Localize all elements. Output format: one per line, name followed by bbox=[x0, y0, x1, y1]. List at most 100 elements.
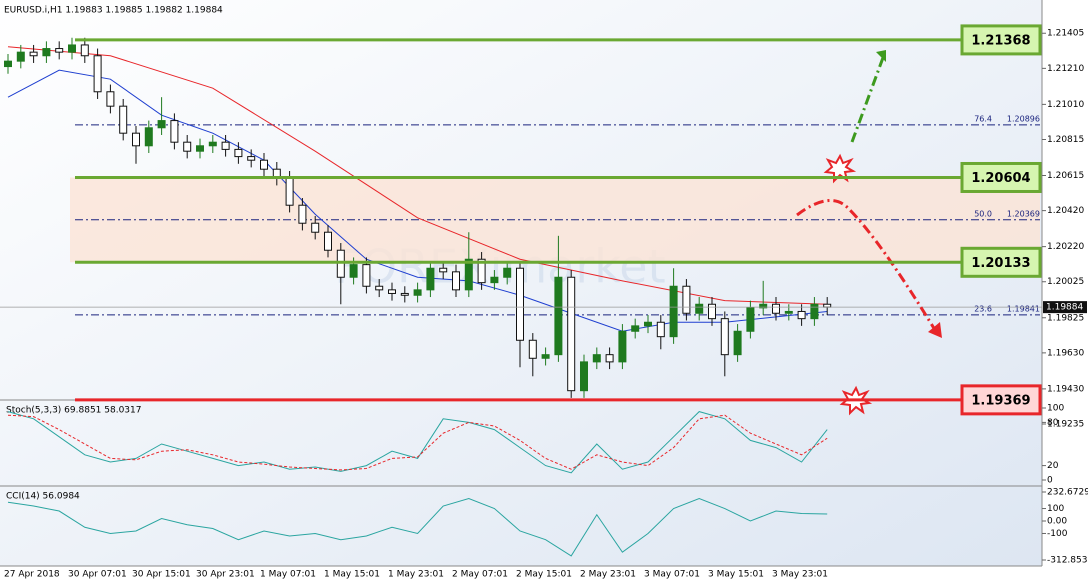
x-tick-label: 1 May 07:01 bbox=[260, 570, 316, 580]
candle-body bbox=[260, 159, 268, 170]
candle-body bbox=[400, 292, 409, 296]
fib-name: 23.6 bbox=[974, 304, 992, 313]
y-tick-label: 1.20220 bbox=[1047, 242, 1084, 252]
candle-body bbox=[80, 44, 89, 57]
candle-body bbox=[541, 354, 550, 359]
candle-body bbox=[311, 222, 320, 233]
indicator-line bbox=[7, 414, 828, 471]
candle-body bbox=[618, 330, 627, 363]
candle-body bbox=[708, 303, 716, 320]
candle-body bbox=[503, 267, 512, 278]
candle-body bbox=[413, 289, 422, 296]
x-tick-label: 30 Apr 07:01 bbox=[68, 570, 127, 580]
x-tick-label: 3 May 07:01 bbox=[644, 570, 700, 580]
candle-body bbox=[516, 267, 524, 341]
candle-body bbox=[631, 325, 640, 332]
candle-body bbox=[42, 48, 51, 57]
candle-body bbox=[157, 120, 166, 129]
candle-body bbox=[183, 141, 192, 152]
indicator-line bbox=[7, 498, 828, 557]
main-panel: 76.4 1.20896 50.0 1.20369 23.6 1.19841 bbox=[0, 37, 1042, 398]
candle-body bbox=[759, 303, 768, 309]
candle-body bbox=[208, 141, 217, 147]
y-tick-label: 1.19825 bbox=[1047, 313, 1084, 323]
candle-body bbox=[298, 204, 307, 224]
fib-name: 50.0 bbox=[974, 209, 992, 218]
level-box bbox=[960, 384, 1042, 416]
candle-body bbox=[119, 105, 128, 134]
y-tick-label: 1.20420 bbox=[1047, 206, 1084, 216]
candle-body bbox=[656, 321, 665, 338]
candle-body bbox=[682, 285, 691, 314]
y-tick-label: 100 bbox=[1047, 504, 1064, 514]
candle-body bbox=[810, 303, 819, 320]
y-tick-label: 1.21010 bbox=[1047, 100, 1084, 110]
y-tick-label: 1.19630 bbox=[1047, 348, 1084, 358]
candle-body bbox=[644, 321, 652, 327]
indicator-title: Stoch(5,3,3) 69.8851 58.0317 bbox=[6, 406, 141, 416]
x-tick-label: 30 Apr 23:01 bbox=[196, 570, 255, 580]
x-tick-label: 2 May 07:01 bbox=[452, 570, 508, 580]
y-tick-label: 100 bbox=[1047, 404, 1064, 414]
fib-value: 1.19841 bbox=[1007, 304, 1040, 313]
candle-body bbox=[234, 148, 243, 158]
candle-body bbox=[16, 51, 25, 62]
candle-body bbox=[797, 310, 806, 320]
candle-body bbox=[772, 303, 780, 314]
indicator-line bbox=[7, 411, 828, 474]
candle-body bbox=[567, 276, 576, 392]
x-tick-label: 3 May 23:01 bbox=[772, 570, 828, 580]
arrow-head bbox=[928, 322, 942, 338]
candle-body bbox=[528, 339, 537, 359]
y-tick-label: 20 bbox=[1047, 461, 1059, 471]
candle-body bbox=[93, 55, 102, 93]
candle-body bbox=[605, 354, 614, 363]
candle-body bbox=[55, 48, 64, 53]
y-tick-label: 0.00 bbox=[1047, 517, 1067, 527]
candle-body bbox=[669, 285, 678, 338]
y-tick-label: 0 bbox=[1047, 476, 1053, 486]
y-tick-label: 232.6729 bbox=[1047, 488, 1088, 498]
candle-body bbox=[4, 60, 12, 68]
candle-body bbox=[490, 276, 499, 284]
level-label: 1.21368 bbox=[971, 33, 1030, 48]
candle-body bbox=[746, 307, 755, 332]
candle-body bbox=[823, 303, 832, 308]
candle-body bbox=[733, 330, 742, 356]
level-box bbox=[960, 246, 1042, 278]
candle-body bbox=[324, 231, 332, 251]
y-tick-label: 1.20025 bbox=[1047, 277, 1084, 287]
candle-body bbox=[285, 177, 294, 206]
x-tick-label: 2 May 23:01 bbox=[580, 570, 636, 580]
candle-body bbox=[132, 132, 140, 147]
fib-value: 1.20369 bbox=[1007, 209, 1040, 218]
y-tick-label: 1.21405 bbox=[1047, 29, 1084, 39]
level-box bbox=[960, 24, 1042, 56]
candle-body bbox=[247, 156, 256, 161]
moving-average bbox=[7, 46, 828, 305]
moving-average bbox=[7, 69, 828, 332]
candle-body bbox=[554, 276, 563, 356]
candle-body bbox=[196, 145, 204, 152]
candle-body bbox=[68, 44, 76, 53]
last-price-box bbox=[1043, 301, 1087, 314]
y-tick-label: 80 bbox=[1047, 418, 1059, 428]
candle-body bbox=[375, 285, 384, 291]
level-label: 1.19369 bbox=[971, 393, 1030, 408]
candle-body bbox=[170, 120, 179, 143]
candle-body bbox=[221, 141, 230, 150]
candle-body bbox=[388, 289, 396, 294]
candle-body bbox=[695, 303, 704, 314]
candle-body bbox=[29, 51, 38, 57]
candle-body bbox=[349, 264, 358, 278]
candle-body bbox=[477, 258, 486, 284]
x-tick-label: 27 Apr 2018 bbox=[4, 570, 60, 580]
fib-name: 76.4 bbox=[974, 114, 992, 123]
x-tick-label: 1 May 23:01 bbox=[388, 570, 444, 580]
burst-icon bbox=[823, 153, 857, 184]
candle-body bbox=[362, 264, 371, 287]
y-tick-label: -100 bbox=[1047, 529, 1068, 539]
candle-body bbox=[720, 318, 729, 356]
level-label: 1.20133 bbox=[971, 256, 1030, 271]
candle-body bbox=[439, 267, 448, 273]
